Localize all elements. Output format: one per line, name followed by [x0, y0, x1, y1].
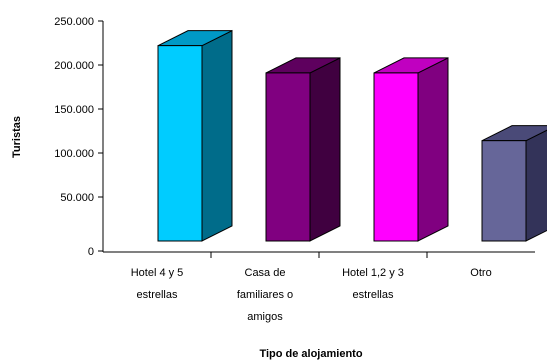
- x-category-label: Otro: [470, 267, 491, 279]
- y-tick-label: 100.000: [54, 148, 94, 160]
- bar-front: [373, 72, 419, 242]
- bar-front: [481, 140, 527, 242]
- bar: [265, 57, 341, 242]
- x-axis-title: Tipo de alojamiento: [259, 348, 362, 360]
- y-tick-label: 150.000: [54, 104, 94, 116]
- bars-group: [157, 29, 547, 242]
- y-tick-label: 0: [88, 246, 94, 258]
- y-tick-label: 250.000: [54, 16, 94, 28]
- x-category-label: Hotel 1,2 y 3 estrellas: [342, 267, 404, 301]
- bar-side: [201, 29, 233, 242]
- bar-side: [309, 57, 341, 242]
- bar: [157, 29, 233, 242]
- bar-front: [265, 72, 311, 242]
- y-ticks-group: 0 50.000 100.000 150.000 200.000 250.000: [54, 16, 103, 258]
- bar-side: [417, 57, 449, 242]
- y-axis-title: Turistas: [11, 116, 23, 158]
- x-category-label: Hotel 4 y 5 estrellas: [131, 267, 184, 301]
- y-tick-label: 200.000: [54, 60, 94, 72]
- x-category-label: Casa de familiares o amigos: [237, 267, 293, 323]
- bar: [481, 125, 547, 242]
- bar-front: [157, 45, 203, 242]
- bar-side: [525, 129, 547, 242]
- bar: [373, 57, 449, 242]
- y-tick-label: 50.000: [60, 192, 94, 204]
